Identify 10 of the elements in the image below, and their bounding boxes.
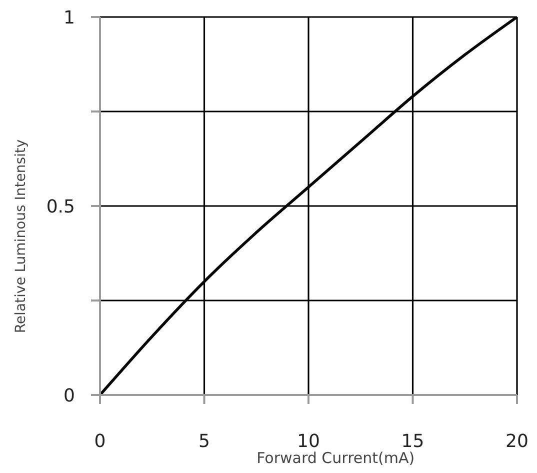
y-tick-label: 0.5 <box>46 196 75 218</box>
y-axis-title: Relative Luminous Intensity <box>13 139 29 334</box>
x-tick-label: 15 <box>401 430 424 452</box>
x-tick-label: 0 <box>94 430 106 452</box>
x-axis-title: Forward Current(mA) <box>256 449 415 467</box>
x-tick-label: 20 <box>506 430 528 452</box>
y-tick-label: 0 <box>64 385 75 406</box>
x-tick-label: 5 <box>198 430 210 452</box>
y-tick-label: 1 <box>64 7 75 28</box>
x-tick-label: 10 <box>297 430 320 452</box>
